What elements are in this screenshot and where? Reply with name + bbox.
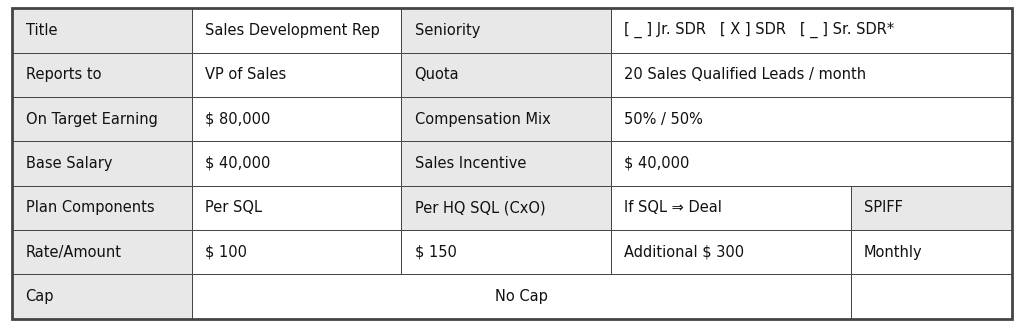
- Bar: [12, 97, 191, 141]
- Text: $ 40,000: $ 40,000: [625, 156, 689, 171]
- Bar: [12, 274, 191, 319]
- Bar: [611, 8, 1012, 53]
- Text: Sales Development Rep: Sales Development Rep: [205, 23, 380, 38]
- Bar: [191, 141, 401, 186]
- Text: 50% / 50%: 50% / 50%: [625, 112, 703, 127]
- Text: Quota: Quota: [415, 67, 459, 82]
- Text: SPIFF: SPIFF: [864, 200, 903, 215]
- Text: Rate/Amount: Rate/Amount: [26, 245, 122, 260]
- Bar: [12, 141, 191, 186]
- Text: $ 150: $ 150: [415, 245, 457, 260]
- Text: Cap: Cap: [26, 289, 54, 304]
- Bar: [611, 230, 851, 274]
- Text: Base Salary: Base Salary: [26, 156, 112, 171]
- Bar: [611, 53, 1012, 97]
- Bar: [611, 186, 851, 230]
- Bar: [851, 230, 1012, 274]
- Text: $ 80,000: $ 80,000: [205, 112, 270, 127]
- Bar: [12, 186, 191, 230]
- Bar: [191, 8, 401, 53]
- Text: Additional $ 300: Additional $ 300: [625, 245, 744, 260]
- Bar: [12, 230, 191, 274]
- Bar: [611, 97, 1012, 141]
- Bar: [191, 274, 851, 319]
- Bar: [191, 186, 401, 230]
- Bar: [191, 97, 401, 141]
- Bar: [851, 274, 1012, 319]
- Text: Per HQ SQL (CxO): Per HQ SQL (CxO): [415, 200, 545, 215]
- Text: VP of Sales: VP of Sales: [205, 67, 286, 82]
- Bar: [401, 186, 611, 230]
- Text: No Cap: No Cap: [495, 289, 548, 304]
- Text: Reports to: Reports to: [26, 67, 101, 82]
- Text: Plan Components: Plan Components: [26, 200, 155, 215]
- Bar: [851, 186, 1012, 230]
- Text: On Target Earning: On Target Earning: [26, 112, 158, 127]
- Bar: [401, 141, 611, 186]
- Bar: [191, 230, 401, 274]
- Text: Monthly: Monthly: [864, 245, 923, 260]
- Bar: [401, 97, 611, 141]
- Text: If SQL ⇒ Deal: If SQL ⇒ Deal: [625, 200, 722, 215]
- Text: Title: Title: [26, 23, 57, 38]
- Text: Compensation Mix: Compensation Mix: [415, 112, 550, 127]
- Text: Per SQL: Per SQL: [205, 200, 262, 215]
- Bar: [611, 141, 1012, 186]
- Text: $ 100: $ 100: [205, 245, 247, 260]
- Bar: [12, 53, 191, 97]
- Text: [ _ ] Jr. SDR   [ X ] SDR   [ _ ] Sr. SDR*: [ _ ] Jr. SDR [ X ] SDR [ _ ] Sr. SDR*: [625, 22, 894, 39]
- Bar: [401, 53, 611, 97]
- Bar: [401, 8, 611, 53]
- Bar: [401, 230, 611, 274]
- Text: Sales Incentive: Sales Incentive: [415, 156, 526, 171]
- Bar: [191, 53, 401, 97]
- Text: 20 Sales Qualified Leads / month: 20 Sales Qualified Leads / month: [625, 67, 866, 82]
- Bar: [12, 8, 191, 53]
- Text: Seniority: Seniority: [415, 23, 480, 38]
- Text: $ 40,000: $ 40,000: [205, 156, 270, 171]
